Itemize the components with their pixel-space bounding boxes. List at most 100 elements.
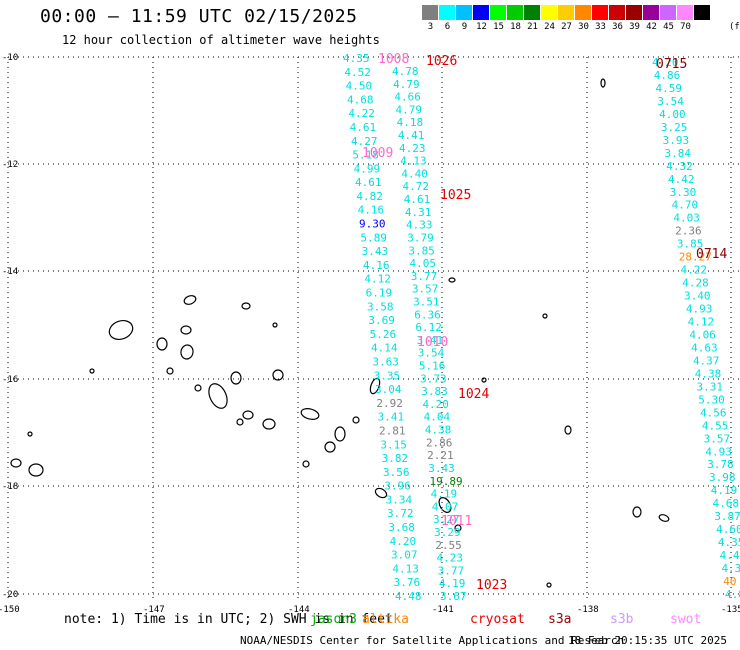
track1-value: 3.68	[388, 521, 415, 534]
island-outline	[438, 497, 452, 513]
track1-value: 2.92	[376, 397, 403, 410]
island-outline	[10, 458, 22, 468]
lon-label: -135	[721, 605, 740, 615]
legend-labels: 3 6 9 12 15 18 21 24 27 30 33 36 39 42 45 70	[422, 20, 711, 32]
legend-label: 30	[578, 22, 589, 32]
legend-swatch	[558, 5, 575, 20]
legend-label: 45	[663, 22, 674, 32]
time-label-cryosat: 1023	[476, 578, 507, 593]
island-outline	[230, 371, 242, 385]
track1-value: 4.16	[363, 259, 390, 272]
track2-value: 3.57	[412, 283, 439, 296]
legend-swatch	[694, 5, 711, 20]
track2-value: 4.18	[397, 116, 424, 129]
legend-swatch	[490, 5, 507, 20]
legend-swatch	[422, 5, 439, 20]
legend-label: 18	[510, 22, 521, 32]
track1-value: 5.18	[352, 149, 379, 162]
lat-label: -12	[2, 160, 18, 170]
island-outline	[632, 506, 642, 518]
track3-value: 3.25	[661, 121, 688, 134]
track3-value: 4.55	[702, 419, 729, 432]
track2-value: 4.72	[403, 180, 430, 193]
lon-label: -138	[577, 605, 599, 615]
satellite-s3b: s3b	[610, 612, 634, 627]
track3-value: 4.03	[673, 212, 700, 225]
time-label-s3a: 0714	[696, 247, 727, 262]
track1-value: 4.48	[395, 590, 422, 603]
track2-value: 3.43	[428, 462, 455, 475]
generated-time: 18 Feb 20:15:35 UTC 2025	[568, 634, 727, 647]
lon-label: -150	[0, 605, 20, 615]
track2-value: 3.27	[433, 513, 460, 526]
legend-swatches	[422, 5, 711, 20]
track2-value: 4.19	[439, 577, 466, 590]
track1-value: 4.20	[390, 535, 417, 548]
island-outline	[600, 78, 606, 88]
track2-value: 4.33	[406, 219, 433, 232]
satellite-jason3: jason3	[310, 612, 357, 627]
track1-value: 2.81	[379, 424, 406, 437]
track1-value: 3.82	[382, 452, 409, 465]
track3-value: 4.06	[689, 328, 716, 341]
track3-value: 40	[723, 575, 736, 588]
track3-value: 3.85	[677, 238, 704, 251]
track2-value: 4.05	[410, 257, 437, 270]
track2-value: 2.86	[426, 436, 453, 449]
track1-value: 4.82	[356, 190, 383, 203]
track2-value: 2.21	[427, 449, 454, 462]
track3-value: 4.3	[721, 562, 740, 575]
track2-value: 3.77	[411, 270, 438, 283]
track2-value: 4.78	[392, 65, 419, 78]
track3-value: 4.60	[716, 523, 740, 536]
island-outline	[208, 383, 228, 409]
track1-value: 3.34	[386, 493, 413, 506]
lon-label: -141	[432, 605, 454, 615]
track1-value: 3.69	[368, 314, 395, 327]
track3-value: 4.42	[668, 173, 695, 186]
lat-label: -10	[2, 53, 18, 63]
track3-value: 4.35	[718, 536, 740, 549]
track2-value: 3.51	[413, 295, 440, 308]
track1-value: 3.15	[380, 438, 407, 451]
track2-value: 3.73	[420, 372, 447, 385]
track1-value: 3.43	[362, 245, 389, 258]
track3-value: 28.27	[679, 251, 712, 264]
track1-value: 6.19	[366, 287, 393, 300]
track2-value: 3.41	[417, 334, 444, 347]
track3-value: 4.63	[691, 341, 718, 354]
island-outline	[89, 368, 95, 374]
island-outline	[546, 582, 552, 588]
track2-value: 5.16	[419, 360, 446, 373]
track3-value: 4.93	[686, 303, 713, 316]
island-outline	[302, 460, 310, 468]
track2-value: 4.38	[425, 424, 452, 437]
satellite-swot: swot	[670, 612, 702, 627]
track2-value: 4.23	[436, 552, 463, 565]
legend-unit: (ft)	[729, 22, 740, 32]
track1-value: 3.63	[372, 355, 399, 368]
satellite-s3a: s3a	[548, 612, 572, 627]
island-outline	[156, 337, 168, 351]
track1-value: 4.99	[354, 162, 381, 175]
legend-label: 15	[493, 22, 504, 32]
track1-value: 5.89	[360, 231, 387, 244]
track1-value: 3.58	[367, 300, 394, 313]
island-outline	[180, 344, 194, 360]
legend-label: 3	[427, 22, 434, 32]
track1-value: 4.12	[364, 273, 391, 286]
island-outline	[183, 295, 197, 305]
track2-value: 4.41	[398, 129, 425, 142]
time-label-cryosat: 1024	[458, 387, 489, 402]
legend-swatch	[507, 5, 524, 20]
legend-swatch	[524, 5, 541, 20]
track2-value: 4.19	[431, 488, 458, 501]
altimeter-tracks: 4.354.524.504.684.224.614.275.184.994.61…	[343, 52, 740, 603]
island-outline	[564, 425, 572, 435]
track1-value: 4.22	[348, 107, 375, 120]
lon-label: -147	[143, 605, 165, 615]
island-outline	[180, 325, 192, 335]
track3-value: 4.38	[695, 367, 722, 380]
track2-value: 19.89	[429, 475, 462, 488]
